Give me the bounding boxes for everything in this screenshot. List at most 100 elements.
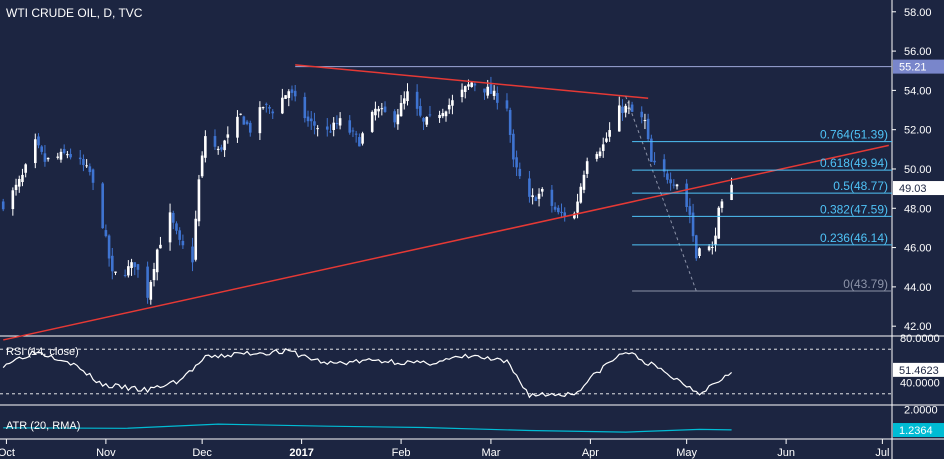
rsi-y-tick-0: 80.0000 — [900, 333, 940, 345]
x-tick-label-6: Apr — [582, 447, 599, 459]
y-tick-label-0: 58.00 — [904, 7, 932, 19]
candle-body-68 — [309, 118, 313, 122]
candle-62 — [284, 95, 287, 100]
candle-74 — [335, 115, 339, 129]
candle-body-58 — [265, 103, 268, 105]
candle-115 — [518, 162, 522, 180]
y-tick-label-3: 52.00 — [904, 125, 932, 137]
candle-body-148 — [669, 179, 672, 184]
x-tick-label-7: May — [676, 447, 697, 459]
candle-141 — [640, 106, 644, 124]
candle-12 — [59, 148, 63, 163]
candle-body-70 — [316, 128, 319, 130]
candle-body-101 — [460, 89, 464, 98]
candle-54 — [245, 119, 249, 126]
candle-body-100 — [451, 100, 454, 106]
candle-body-50 — [226, 134, 230, 138]
candle-9 — [43, 145, 47, 167]
candle-89 — [402, 91, 406, 110]
x-tick-label-1: Nov — [96, 447, 116, 459]
candle-100 — [451, 94, 454, 115]
candle-146 — [662, 154, 666, 178]
candle-body-41 — [191, 246, 194, 263]
candle-2 — [14, 178, 18, 196]
candle-body-42 — [194, 218, 198, 260]
candle-body-4 — [21, 174, 24, 183]
candle-body-39 — [178, 230, 181, 240]
candle-44 — [200, 151, 204, 178]
badge-55-21-label: 55.21 — [899, 62, 927, 74]
candle-body-16 — [78, 157, 82, 160]
fib-label-5: 0(43.79) — [843, 277, 888, 291]
candle-body-98 — [444, 111, 448, 117]
candle-90 — [406, 83, 409, 106]
candle-88 — [399, 95, 403, 117]
candle-body-73 — [332, 122, 335, 131]
candle-body-95 — [428, 114, 432, 116]
candle-48 — [220, 144, 223, 152]
chart-title: WTI CRUDE OIL, D, TVC — [6, 6, 143, 20]
candle-body-81 — [370, 111, 374, 132]
badge-last-price-label: 49.03 — [899, 183, 927, 195]
y-tick-label-6: 46.00 — [904, 243, 932, 255]
candle-119 — [537, 188, 541, 207]
x-tick-label-2: Dec — [192, 447, 212, 459]
rsi-y-tick-1: 40.0000 — [900, 378, 940, 390]
candle-38 — [175, 221, 178, 235]
candle-body-142 — [643, 120, 647, 122]
candle-18 — [85, 159, 88, 168]
candle-126 — [573, 211, 576, 220]
candle-108 — [489, 76, 493, 95]
candle-body-133 — [601, 144, 605, 151]
atr-line — [3, 423, 732, 433]
candle-body-71 — [325, 126, 329, 130]
candle-120 — [540, 187, 544, 197]
candle-body-121 — [550, 189, 554, 206]
candle-161 — [730, 177, 733, 201]
candle-body-31 — [146, 266, 149, 298]
y-tick-label-5: 48.00 — [904, 203, 932, 215]
candle-body-24 — [111, 255, 114, 272]
candle-86 — [393, 109, 396, 128]
candle-39 — [178, 227, 181, 246]
candle-5 — [24, 163, 27, 178]
candle-128 — [579, 183, 583, 204]
candle-body-38 — [175, 223, 178, 231]
x-tick-label-5: Mar — [481, 447, 500, 459]
candle-135 — [608, 122, 611, 142]
candle-19 — [88, 163, 92, 176]
candle-body-92 — [419, 106, 422, 116]
candle-body-62 — [284, 95, 287, 99]
candle-body-49 — [223, 140, 226, 151]
candle-101 — [460, 83, 464, 103]
candle-body-135 — [608, 130, 611, 137]
candle-27 — [127, 260, 130, 278]
candle-body-134 — [605, 138, 608, 142]
candle-body-0 — [1, 201, 5, 210]
candle-134 — [605, 132, 608, 143]
candle-body-43 — [197, 179, 201, 222]
candle-body-103 — [467, 84, 470, 87]
candle-body-47 — [216, 148, 220, 151]
candle-body-149 — [672, 184, 676, 186]
candle-body-89 — [402, 98, 406, 104]
candle-body-118 — [534, 197, 538, 201]
candle-body-156 — [707, 246, 711, 251]
candle-body-78 — [354, 133, 358, 135]
candle-151 — [685, 179, 688, 212]
candle-64 — [290, 85, 294, 101]
candle-118 — [534, 195, 538, 202]
candle-57 — [261, 106, 265, 110]
candle-81 — [370, 110, 374, 133]
candle-body-2 — [14, 184, 18, 191]
fib-label-2: 0.5(48.77) — [833, 179, 888, 193]
candle-body-126 — [573, 213, 576, 219]
candle-body-106 — [483, 88, 486, 93]
candle-69 — [313, 112, 316, 135]
candle-body-46 — [213, 136, 217, 147]
candle-body-132 — [598, 151, 602, 157]
candle-body-69 — [313, 121, 316, 126]
candle-body-44 — [200, 155, 204, 177]
y-tick-label-8: 42.00 — [904, 321, 932, 333]
candle-159 — [717, 206, 721, 239]
